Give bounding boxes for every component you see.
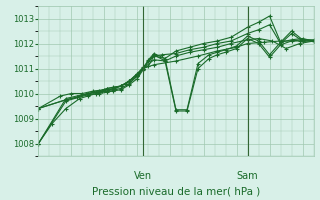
- Text: Sam: Sam: [237, 171, 258, 181]
- Text: Pression niveau de la mer( hPa ): Pression niveau de la mer( hPa ): [92, 186, 260, 196]
- Text: Ven: Ven: [134, 171, 152, 181]
